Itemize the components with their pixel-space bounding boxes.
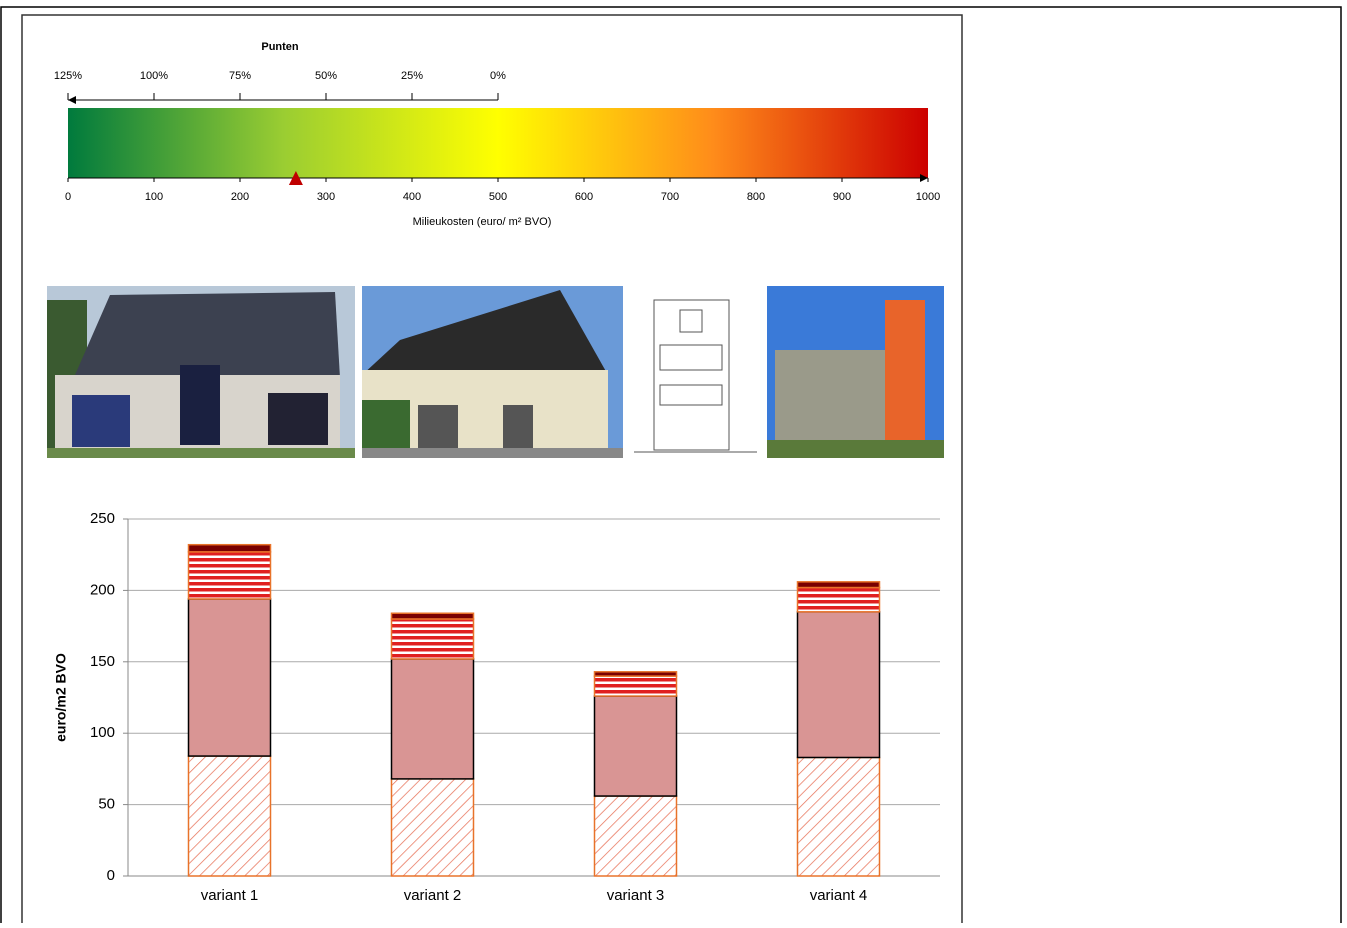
top-tick-label: 75% — [229, 70, 251, 82]
top-tick-label: 50% — [315, 70, 337, 82]
x-tick-label: 800 — [747, 191, 765, 203]
y-axis-label: euro/m2 BVO — [53, 653, 69, 742]
score-marker — [288, 171, 303, 185]
top-tick-label: 100% — [140, 70, 168, 82]
x-tick-label: 700 — [661, 191, 679, 203]
bar-segment — [390, 778, 475, 877]
y-tick-label: 150 — [90, 653, 115, 670]
bar-segment — [593, 795, 678, 877]
x-tick-label: 500 — [489, 191, 507, 203]
bar-segment — [796, 586, 881, 613]
scale-title: Punten — [261, 41, 299, 53]
photo-apartment-block — [767, 286, 944, 458]
x-tick-label: 0 — [65, 191, 71, 203]
x-tick-label: 400 — [403, 191, 421, 203]
bar-segment — [593, 695, 678, 797]
bar-segment — [796, 611, 881, 759]
bar-segment — [593, 675, 678, 697]
top-tick-label: 125% — [54, 70, 82, 82]
x-tick-label: 200 — [231, 191, 249, 203]
x-tick-label: 600 — [575, 191, 593, 203]
x-tick-label: variant 4 — [810, 887, 868, 904]
bar-segment — [593, 671, 678, 677]
bar-segment — [187, 598, 272, 757]
bar-segment — [796, 756, 881, 877]
y-tick-label: 100 — [90, 724, 115, 741]
axis-arrow — [920, 174, 928, 182]
x-tick-label: 900 — [833, 191, 851, 203]
bar-segment — [187, 551, 272, 600]
photo-house-2 — [362, 286, 623, 458]
x-tick-label: 1000 — [916, 191, 940, 203]
y-tick-label: 50 — [98, 796, 115, 813]
x-tick-label: variant 3 — [607, 887, 665, 904]
axis-arrow — [68, 96, 76, 104]
bar-segment — [390, 612, 475, 620]
bar-segment — [187, 755, 272, 877]
x-axis-label: Milieukosten (euro/ m² BVO) — [413, 216, 552, 228]
y-tick-label: 200 — [90, 581, 115, 598]
photo-house-1 — [47, 286, 355, 458]
x-tick-label: 300 — [317, 191, 335, 203]
color-scale — [68, 108, 928, 178]
y-tick-label: 0 — [107, 867, 115, 884]
bar-segment — [187, 543, 272, 553]
x-tick-label: variant 2 — [404, 887, 462, 904]
bar-segment — [390, 618, 475, 660]
top-tick-label: 25% — [401, 70, 423, 82]
y-tick-label: 250 — [90, 510, 115, 527]
bar-segment — [796, 581, 881, 589]
photo-facade-drawing — [634, 286, 757, 458]
x-tick-label: 100 — [145, 191, 163, 203]
top-tick-label: 0% — [490, 70, 506, 82]
x-tick-label: variant 1 — [201, 887, 259, 904]
bar-segment — [390, 658, 475, 780]
